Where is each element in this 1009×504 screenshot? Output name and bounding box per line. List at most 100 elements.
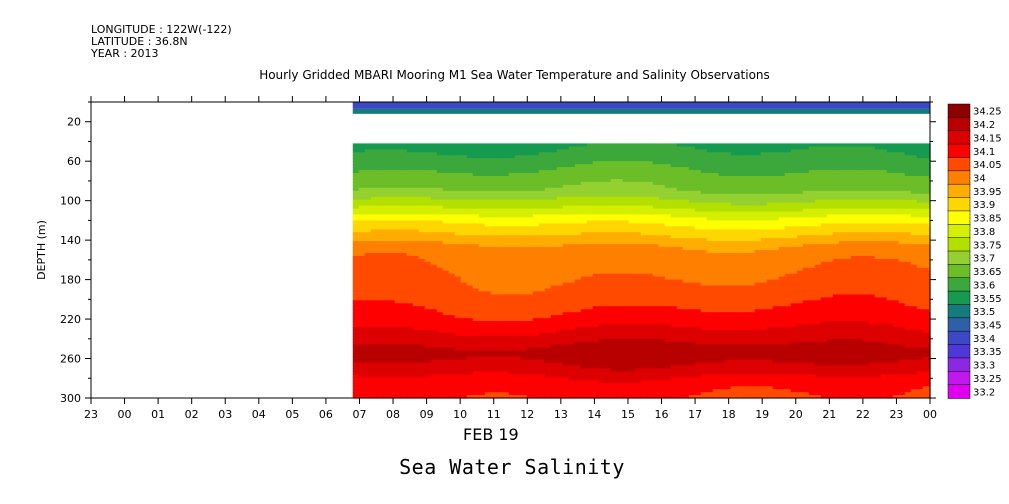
salinity-cell [442,193,450,198]
salinity-cell [700,149,708,153]
salinity-cell [502,176,510,180]
salinity-cell [442,199,450,204]
salinity-cell [364,158,372,162]
salinity-cell [478,223,486,227]
salinity-cell [538,208,546,213]
salinity-cell [436,199,444,204]
salinity-cell [640,258,648,263]
salinity-cell [382,273,390,278]
salinity-cell [400,303,408,307]
salinity-cell [688,306,696,310]
salinity-cell [472,196,480,201]
salinity-cell [490,143,498,147]
salinity-cell [370,199,378,204]
salinity-cell [550,187,558,192]
salinity-cell [676,383,684,387]
salinity-cell [634,395,642,399]
salinity-cell [472,264,480,269]
salinity-cell [460,395,468,399]
salinity-cell [448,282,456,287]
salinity-cell [358,341,366,346]
salinity-cell [640,273,648,278]
salinity-cell [502,383,510,387]
salinity-cell [370,232,378,236]
salinity-cell [370,291,378,295]
salinity-cell [634,167,642,171]
salinity-cell [520,155,528,159]
salinity-cell [688,146,696,150]
salinity-cell [400,202,408,207]
salinity-cell [652,270,660,275]
salinity-cell [544,362,552,367]
salinity-cell [556,267,564,272]
salinity-cell [490,365,498,369]
salinity-cell [640,199,648,204]
salinity-cell [580,389,588,393]
salinity-cell [610,267,618,272]
salinity-cell [448,244,456,248]
salinity-cell [592,386,600,390]
salinity-cell [490,362,498,367]
salinity-cell [658,149,666,153]
salinity-cell [622,344,630,349]
salinity-cell [658,300,666,304]
salinity-cell [526,205,534,210]
salinity-cell [538,353,546,358]
salinity-cell [502,258,510,263]
salinity-cell [544,318,552,322]
salinity-cell [532,244,540,248]
salinity-cell [556,371,564,375]
salinity-cell [640,176,648,180]
salinity-cell [520,167,528,171]
salinity-cell [628,338,636,343]
salinity-cell [394,303,402,307]
salinity-cell [586,276,594,281]
salinity-cell [538,321,546,325]
salinity-cell [616,279,624,284]
salinity-cell [676,371,684,375]
salinity-cell [610,164,618,168]
salinity-cell [364,235,372,239]
salinity-cell [454,279,462,284]
salinity-cell [562,187,570,192]
salinity-cell [586,179,594,183]
salinity-cell [514,386,522,390]
salinity-cell [460,158,468,162]
salinity-cell [610,270,618,275]
salinity-cell [358,371,366,375]
salinity-cell [388,350,396,355]
salinity-cell [376,247,384,251]
salinity-cell [436,229,444,233]
salinity-cell [472,344,480,349]
salinity-cell [352,332,360,337]
salinity-cell [418,176,426,180]
salinity-cell [550,152,558,156]
salinity-cell [394,327,402,331]
salinity-cell [688,217,696,221]
salinity-cell [628,377,636,381]
salinity-cell [370,377,378,381]
salinity-cell [364,344,372,349]
salinity-cell [532,202,540,207]
salinity-cell [682,158,690,162]
salinity-cell [424,155,432,159]
salinity-cell [352,179,360,183]
salinity-cell [484,155,492,159]
salinity-cell [472,220,480,224]
salinity-cell [496,199,504,204]
salinity-cell [448,392,456,396]
salinity-cell [430,223,438,227]
salinity-cell [610,235,618,239]
salinity-cell [496,214,504,219]
salinity-cell [694,383,702,387]
salinity-cell [652,374,660,378]
salinity-cell [436,329,444,334]
salinity-cell [412,389,420,393]
salinity-cell [520,232,528,236]
salinity-cell [436,371,444,375]
salinity-cell [520,303,528,307]
salinity-cell [580,205,588,210]
salinity-cell [394,202,402,207]
salinity-cell [616,220,624,224]
salinity-cell [652,359,660,364]
